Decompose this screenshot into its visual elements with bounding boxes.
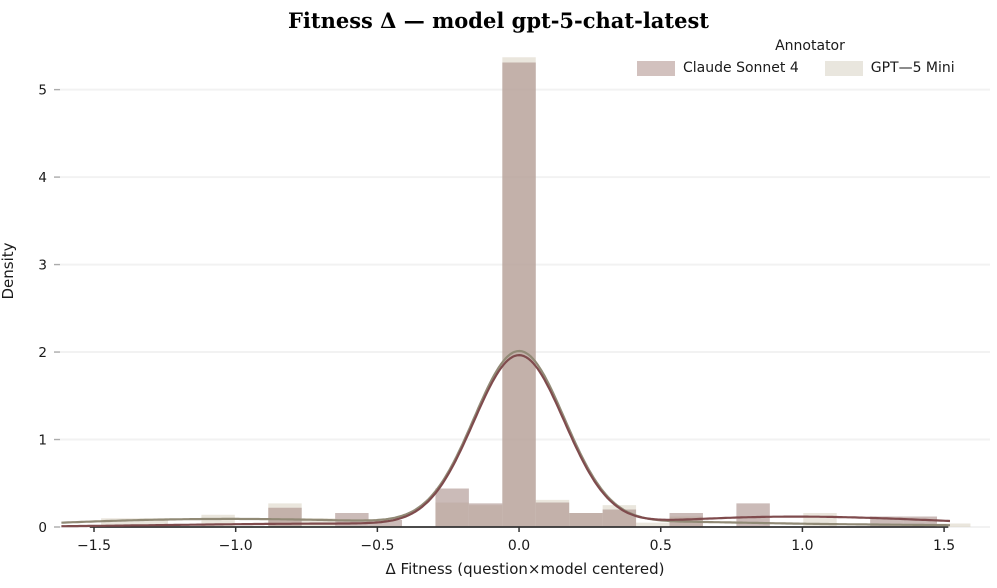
y-tick-label: 4	[38, 170, 47, 186]
legend-title: Annotator	[775, 38, 845, 54]
kde-curve	[61, 349, 950, 527]
legend-entry-gpt-5-mini: GPT—5 Mini	[824, 60, 955, 76]
histogram-bar	[535, 502, 570, 527]
x-tick-label: 0.0	[508, 538, 530, 554]
kde-curve	[61, 354, 951, 528]
legend-rows: Claude Sonnet 4 GPT—5 Mini	[625, 60, 995, 76]
histogram-bar	[101, 518, 135, 527]
histogram-bar	[636, 522, 670, 527]
histogram-bar	[569, 513, 603, 527]
legend-label: Claude Sonnet 4	[683, 60, 799, 76]
x-tick-label: −1.0	[219, 538, 253, 554]
y-tick-label: 2	[38, 345, 47, 361]
y-tick-label: 5	[38, 83, 47, 99]
histogram-bar	[602, 509, 637, 527]
y-tick-label: 3	[38, 258, 47, 274]
x-tick-label: −1.5	[77, 538, 111, 554]
histogram-bar	[502, 62, 536, 527]
chart-title: Fitness Δ — model gpt-5-chat-latest	[287, 8, 709, 33]
x-tick-label: 1.0	[791, 538, 813, 554]
histogram-bar	[435, 488, 469, 527]
histogram-bar	[268, 507, 302, 527]
histogram-bar	[468, 503, 503, 527]
legend-entry-claude-sonnet-4: Claude Sonnet 4	[637, 60, 799, 76]
histogram-bar	[903, 516, 938, 527]
y-tick-label: 0	[38, 520, 47, 536]
legend: Annotator Claude Sonnet 4 GPT—5 Mini	[625, 38, 995, 76]
x-axis-label: Δ Fitness (question×model centered)	[385, 560, 665, 578]
histogram-bar	[134, 518, 168, 527]
x-tick-label: −0.5	[360, 538, 394, 554]
x-tick-label: 1.5	[933, 538, 955, 554]
y-tick-label: 1	[38, 433, 47, 449]
histogram-bar	[937, 523, 971, 527]
x-tick-label: 0.5	[650, 538, 672, 554]
legend-label: GPT—5 Mini	[870, 60, 955, 76]
legend-swatch-gpt-icon	[824, 60, 863, 76]
legend-swatch-claude-icon	[637, 60, 675, 76]
histogram-bar	[736, 503, 770, 527]
histogram-bar	[870, 516, 904, 527]
histogram-bar	[368, 520, 403, 527]
